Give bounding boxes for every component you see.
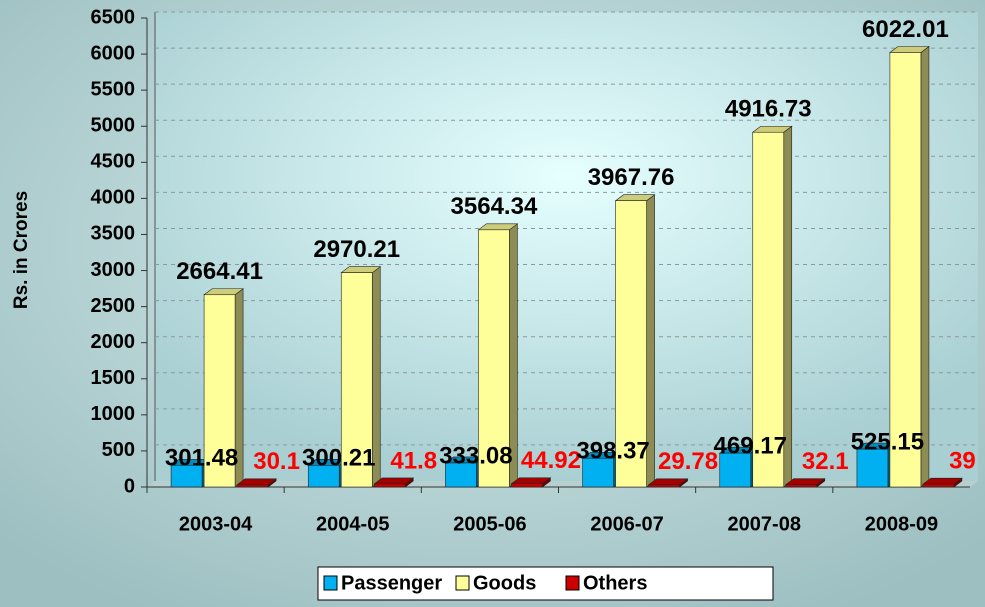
x-tick-label: 2004-05 [316,513,389,535]
data-label: 4916.73 [725,96,812,123]
data-label: 2664.41 [176,258,263,285]
bar [307,465,340,488]
legend-swatch [455,575,470,591]
legend-label: Goods [473,572,536,594]
legend-swatch [323,575,338,591]
bar [511,483,543,488]
bar [752,131,785,488]
data-label: 398.37 [576,438,649,465]
y-tick-label: 4500 [91,151,136,173]
plot-area [155,12,978,481]
legend [317,566,774,601]
x-tick-label: 2003-04 [179,513,253,535]
bar [445,462,477,488]
bar [615,200,647,488]
bar [236,484,269,488]
x-tick-label: 2006-07 [590,513,663,535]
bar-side [920,45,930,488]
x-tick-label: 2007-08 [728,513,801,535]
y-tick-label: 1500 [91,367,136,389]
y-tick-label: 3000 [91,259,136,281]
data-label: 30.1 [253,448,300,475]
y-tick-label: 3500 [91,223,136,245]
data-label: 300.21 [302,445,375,472]
bar [170,464,203,488]
y-tick-label: 0 [124,475,135,497]
data-label: 3564.34 [451,193,538,220]
data-label: 44.92 [521,447,581,474]
bar [648,484,680,488]
data-label: 301.48 [165,445,238,472]
y-tick-label: 500 [102,439,135,461]
y-tick-label: 5000 [91,115,136,137]
data-label: 32.1 [802,448,849,475]
data-label: 29.78 [658,448,718,475]
bar [719,452,752,488]
y-axis-label: Rs. in Crores [11,191,32,309]
y-tick-label: 2500 [91,295,136,317]
bar [203,294,236,488]
legend-label: Others [583,572,647,594]
data-label: 469.17 [714,432,787,459]
bar [785,484,818,488]
bar [856,448,889,488]
bar [478,229,510,488]
y-tick-label: 4000 [91,187,136,209]
y-tick-label: 6000 [91,42,136,64]
x-tick-label: 2008-09 [865,513,938,535]
y-tick-label: 1000 [91,403,136,425]
data-label: 6022.01 [862,16,949,43]
data-label: 2970.21 [313,236,400,263]
bar [340,272,373,488]
y-tick-label: 6500 [91,6,136,28]
data-label: 41.8 [390,447,437,474]
bar [889,52,922,488]
bar [373,483,406,488]
y-tick-label: 2000 [91,331,136,353]
data-label: 39 [949,448,976,475]
data-label: 333.08 [439,442,512,469]
y-tick-label: 5500 [91,78,136,100]
bar [922,483,955,488]
bar [582,457,614,488]
x-tick-label: 2005-06 [453,513,526,535]
legend-label: Passenger [341,572,442,594]
data-label: 3967.76 [588,164,675,191]
data-label: 525.15 [851,428,924,455]
legend-swatch [565,575,580,591]
